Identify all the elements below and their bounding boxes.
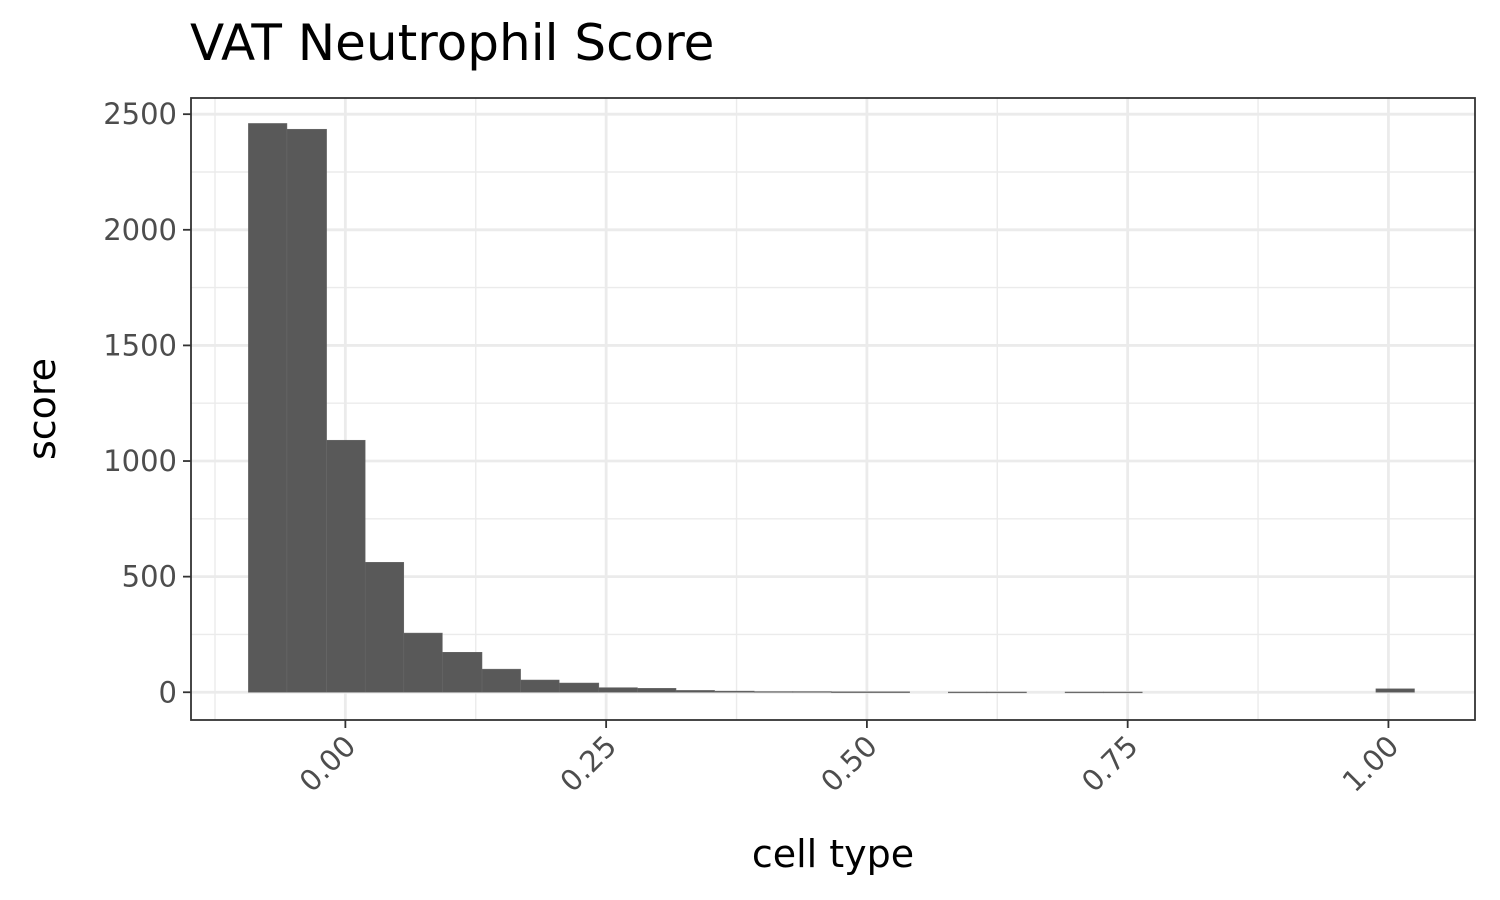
chart-title: VAT Neutrophil Score (190, 14, 715, 72)
histogram-bar (792, 691, 832, 693)
histogram-bar (831, 691, 872, 693)
histogram-bar (326, 439, 366, 693)
histogram-bar (753, 691, 794, 693)
x-tick-label: 0.75 (1075, 729, 1145, 799)
histogram-bar (1103, 691, 1143, 694)
x-tick-label: 0.00 (293, 729, 363, 799)
y-axis-title: score (20, 358, 64, 460)
y-tick-label: 500 (122, 560, 177, 594)
histogram-bar (598, 687, 638, 693)
x-tick-label: 0.25 (553, 729, 623, 799)
histogram-bars (248, 123, 1415, 694)
histogram-bar (986, 691, 1027, 694)
y-tick-label: 0 (159, 675, 177, 709)
y-tick-label: 1000 (103, 444, 177, 478)
histogram-bar (481, 668, 521, 693)
y-tick-label: 2500 (103, 97, 177, 131)
x-tick-label: 1.00 (1336, 729, 1406, 799)
histogram-bar (248, 123, 288, 693)
histogram-bar (675, 690, 715, 693)
histogram-bar (637, 688, 677, 693)
histogram-bar (948, 691, 988, 694)
plot-background (191, 98, 1475, 720)
histogram-bar (286, 128, 327, 693)
histogram-bar (403, 632, 443, 693)
plot-panel-border (190, 97, 1476, 721)
x-axis-title: cell type (752, 832, 914, 876)
histogram-bar (870, 691, 910, 693)
y-tick-label: 2000 (103, 213, 177, 247)
histogram-bar (364, 562, 405, 693)
histogram-bar (520, 679, 560, 693)
histogram-bar (558, 682, 600, 693)
histogram-bar (714, 690, 755, 693)
histogram-bar (442, 652, 483, 693)
histogram-bar (1064, 691, 1104, 694)
y-tick-label: 1500 (103, 328, 177, 362)
x-tick-label: 0.50 (814, 729, 884, 799)
histogram-bar (1375, 688, 1415, 693)
